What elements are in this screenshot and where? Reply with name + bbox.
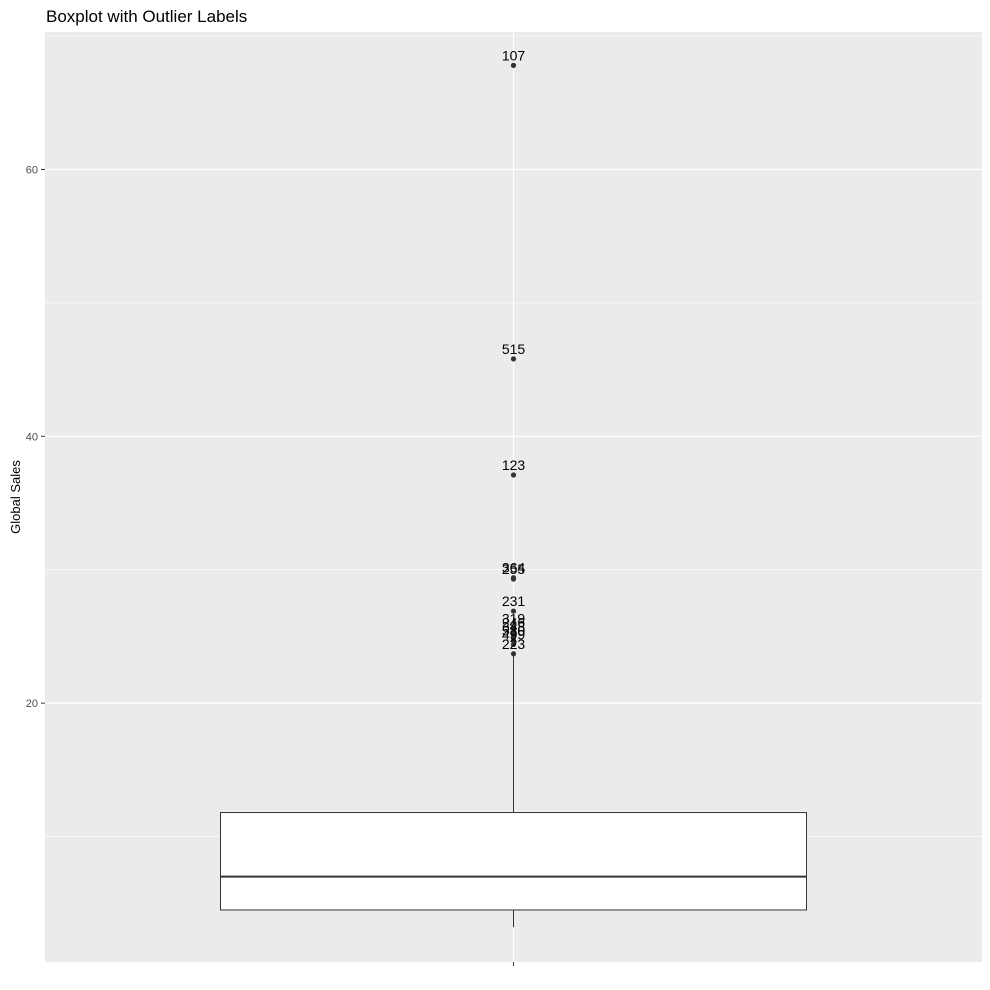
outlier-point <box>510 356 517 362</box>
outlier-point <box>510 641 517 648</box>
outlier-point <box>510 633 517 640</box>
outlier-label: 364 <box>502 560 526 576</box>
outlier-point <box>510 472 517 478</box>
box-iqr <box>220 812 807 911</box>
outlier-label: 231 <box>502 593 526 609</box>
outlier-label: 348 <box>502 618 526 634</box>
y-axis-label: Global Sales <box>8 460 23 534</box>
y-axis-ticks: 20 40 60 <box>26 164 45 710</box>
outlier-point <box>510 637 517 644</box>
outliers <box>510 62 517 657</box>
outlier-label: 530 <box>502 622 526 638</box>
outlier-label: 319 <box>502 610 526 626</box>
outlier-point <box>510 62 517 68</box>
y-tick-label: 60 <box>26 164 38 176</box>
chart-title: Boxplot with Outlier Labels <box>46 7 247 26</box>
outlier-label: 499 <box>502 626 526 642</box>
y-tick-label: 20 <box>26 698 38 710</box>
outlier-label: 246 <box>502 614 526 630</box>
outlier-point <box>510 651 517 657</box>
outlier-label: 515 <box>502 341 526 357</box>
outlier-label: 123 <box>502 457 526 473</box>
outlier-point <box>510 625 517 632</box>
outlier-point <box>510 608 517 614</box>
outlier-point <box>510 629 517 636</box>
outlier-point <box>510 576 517 582</box>
box <box>220 812 807 911</box>
outlier-label: 223 <box>502 636 526 652</box>
outlier-label: 107 <box>502 47 526 63</box>
outlier-label: 255 <box>502 561 526 577</box>
y-tick-label: 40 <box>26 431 38 443</box>
